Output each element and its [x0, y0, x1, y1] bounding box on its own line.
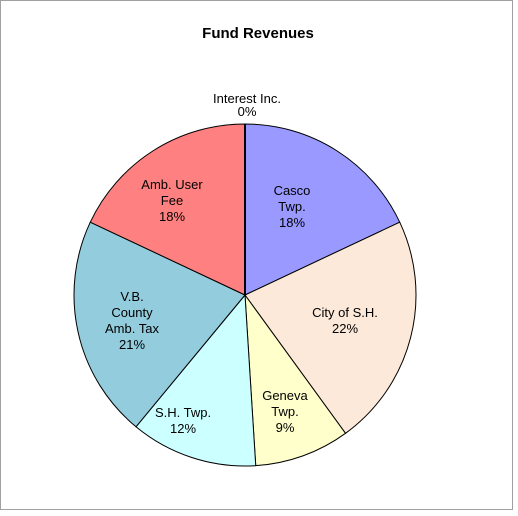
slice-value-label: 21%	[119, 337, 145, 352]
slice-label-line: Casco	[274, 183, 311, 198]
pie-slice	[244, 123, 401, 296]
slice-value-label: 0%	[238, 104, 257, 119]
slice-label-line: Twp.	[271, 404, 298, 419]
pie-slice	[244, 221, 417, 435]
pie-slice	[73, 221, 246, 428]
slice-value-label: 9%	[276, 420, 295, 435]
slice-label: V.B. County Amb. Tax 21%	[105, 289, 159, 352]
slice-label-line: Amb. User	[141, 177, 203, 192]
slice-value-label: 18%	[159, 209, 185, 224]
slice-label: S.H. Twp. 12%	[155, 405, 211, 436]
pie-slice	[135, 293, 257, 467]
slice-label: Casco Twp. 18%	[274, 183, 311, 230]
slice-value-label: 22%	[332, 321, 358, 336]
slice-label-line: City of S.H.	[312, 305, 378, 320]
slice-label-line: V.B.	[120, 289, 143, 304]
slice-label-line: County	[111, 305, 153, 320]
slice-label-line: Geneva	[262, 388, 308, 403]
slice-label-line: S.H. Twp.	[155, 405, 211, 420]
slice-label: Geneva Twp. 9%	[262, 388, 308, 435]
slice-value-label: 18%	[279, 215, 305, 230]
slice-label: Amb. User Fee 18%	[141, 177, 203, 224]
pie-slice	[244, 293, 347, 467]
slice-label-line: Interest Inc.	[213, 91, 281, 106]
slice-label: City of S.H. 22%	[312, 305, 378, 336]
slice-label-line: Fee	[161, 193, 183, 208]
chart-title: Fund Revenues	[202, 25, 314, 42]
slice-label: Interest Inc. 0%	[213, 91, 281, 119]
slice-label-line: Amb. Tax	[105, 321, 159, 336]
pie-slice	[89, 123, 246, 296]
slice-label-line: Twp.	[278, 199, 305, 214]
slice-value-label: 12%	[170, 421, 196, 436]
